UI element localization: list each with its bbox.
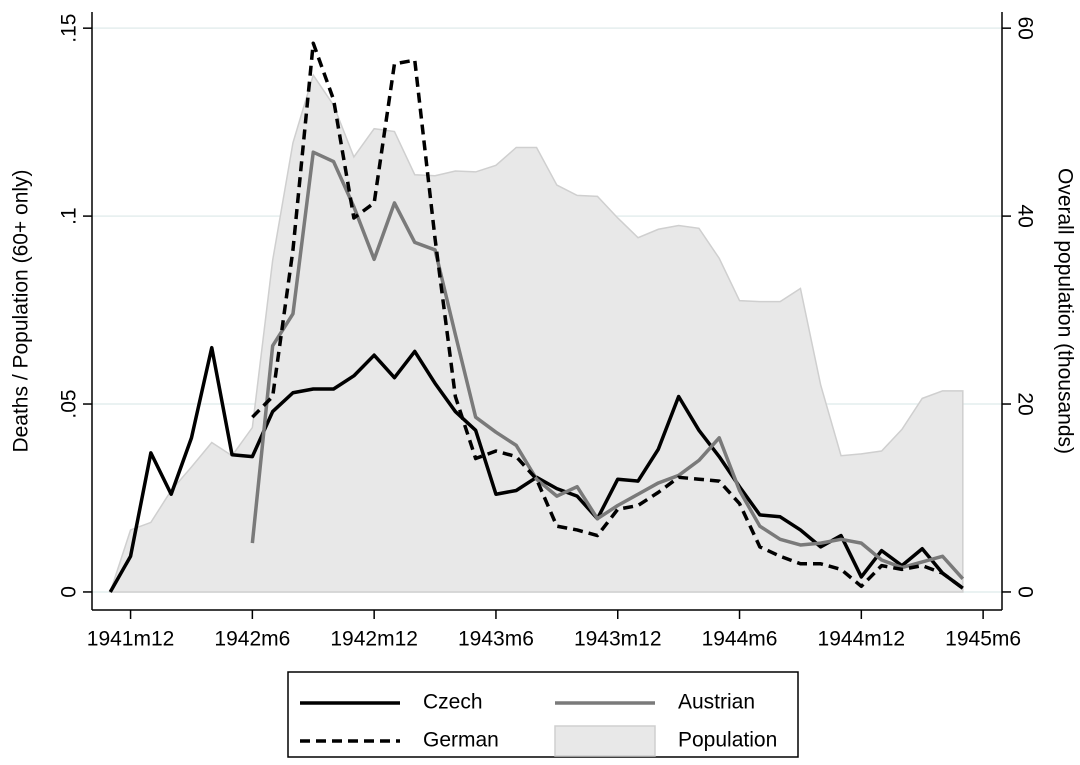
y-tick-label: .1	[58, 207, 81, 225]
legend-label: Czech	[423, 691, 483, 714]
x-tick-label: 1942m12	[330, 628, 418, 651]
line-series	[250, 150, 965, 580]
y-axis-title: Deaths / Population (60+ only)	[10, 169, 33, 452]
y-tick-label: .15	[58, 14, 81, 43]
x-tick-label: 1944m12	[818, 628, 906, 651]
y-tick-label: .05	[58, 389, 81, 418]
y2-tick-label: 0	[1013, 586, 1036, 598]
x-tick-label: 1945m6	[945, 628, 1021, 651]
x-tick-label: 1943m6	[458, 628, 534, 651]
y-tick-label: 0	[58, 586, 81, 598]
y2-tick-label: 60	[1013, 16, 1036, 39]
legend-swatch	[554, 725, 656, 757]
x-tick-label: 1941m12	[87, 628, 175, 651]
y2-tick-label: 20	[1013, 392, 1036, 415]
legend-box	[287, 671, 799, 758]
x-tick-label: 1943m12	[574, 628, 662, 651]
y2-axis-title: Overall population (thousands)	[1053, 168, 1076, 454]
legend-label: German	[423, 729, 499, 752]
y2-tick-label: 40	[1013, 204, 1036, 227]
population-area	[109, 73, 964, 593]
x-tick-label: 1944m6	[702, 628, 778, 651]
line-series	[251, 41, 964, 590]
legend-label: Population	[678, 729, 777, 752]
legend-label: Austrian	[678, 691, 755, 714]
x-tick-label: 1942m6	[214, 628, 290, 651]
